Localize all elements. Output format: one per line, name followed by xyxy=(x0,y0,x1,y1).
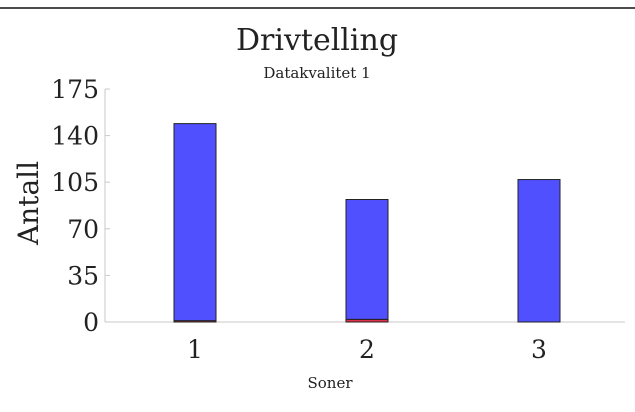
bar-series-1-cat-3 xyxy=(517,179,561,323)
y-tick-label: 105 xyxy=(51,168,99,197)
y-tick-label: 35 xyxy=(67,261,99,290)
chart-subtitle: Datakvalitet 1 xyxy=(263,64,370,82)
x-axis-label: Soner xyxy=(307,374,353,392)
bar-series-1-cat-2 xyxy=(345,199,389,320)
x-tick-label: 1 xyxy=(187,335,203,364)
bar-series-1-cat-1 xyxy=(173,123,217,322)
y-tick-label: 70 xyxy=(67,215,99,244)
chart-title: Drivtelling xyxy=(236,23,398,58)
tick-labels: 0 35 70 105 140 175 1 2 3 xyxy=(51,75,547,364)
x-tick-label: 2 xyxy=(359,335,375,364)
bars-group xyxy=(173,123,561,323)
y-tick-label: 175 xyxy=(51,75,99,104)
y-axis-label: Antall xyxy=(12,161,45,246)
y-tick-label: 0 xyxy=(83,308,99,337)
y-tick-label: 140 xyxy=(51,122,99,151)
x-tick-label: 3 xyxy=(531,335,547,364)
